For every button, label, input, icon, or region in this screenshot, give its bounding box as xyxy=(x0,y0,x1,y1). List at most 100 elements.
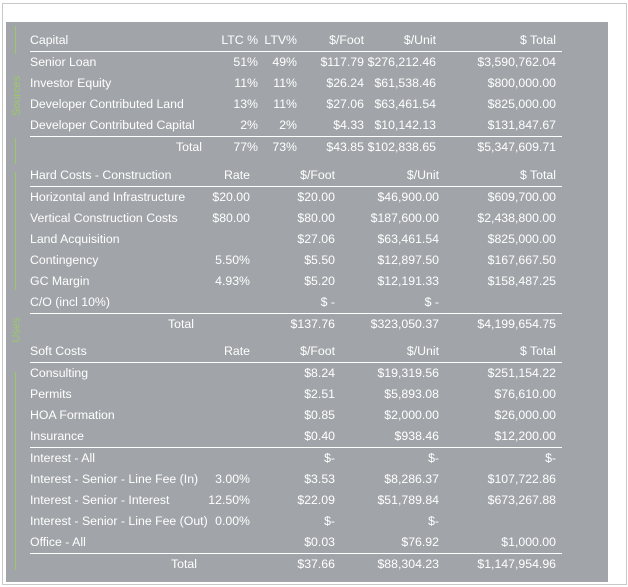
cell-value: $825,000.00 xyxy=(487,97,556,111)
row-label: Office - All xyxy=(30,535,86,549)
cell-value: $102,838.65 xyxy=(367,140,436,154)
cell-value: $/Foot xyxy=(329,33,364,47)
row-label: Consulting xyxy=(30,366,89,380)
table-row: Insurance $0.40 $938.46 $12,200.00 xyxy=(30,426,562,448)
row-label: Interest - All xyxy=(30,451,95,465)
cell-value: 11% xyxy=(234,76,258,90)
table-row: Contingency 5.50% $5.50 $12,897.50 $167,667.… xyxy=(30,250,562,271)
row-label: Horizontal and Infrastructure xyxy=(30,190,186,204)
cell-value: $12,191.33 xyxy=(377,274,439,288)
cell-value: $609,700.00 xyxy=(487,190,556,204)
uses-line-top xyxy=(15,172,16,290)
cell-value: 0.00% xyxy=(215,514,250,528)
soft-costs-section: Soft Costs Rate $/Foot $/Unit $ Total Consult… xyxy=(30,341,562,574)
row-label: Land Acquisition xyxy=(30,232,120,246)
row-label: Interest - Senior - Interest xyxy=(30,493,170,507)
cell-value: $167,667.50 xyxy=(487,253,556,267)
cell-value: $88,304.23 xyxy=(377,557,439,571)
cell-value: $ Total xyxy=(519,344,556,358)
table-row: Investor Equity 11% 11% $26.24 $61,538.46 $80… xyxy=(30,73,562,94)
table-row: Developer Contributed Capital 2% 2% $4.33 $1… xyxy=(30,115,562,136)
cell-value: $2.51 xyxy=(304,387,335,401)
row-label: Interest - Senior - Line Fee (Out) xyxy=(30,514,208,528)
row-label: Capital xyxy=(30,33,69,47)
cell-value: $12,897.50 xyxy=(377,253,439,267)
cell-value: $0.85 xyxy=(304,408,335,422)
cell-value: $800,000.00 xyxy=(487,76,556,90)
cell-value: $8,286.37 xyxy=(384,472,439,486)
table-row: C/O (incl 10%) $ - $ - xyxy=(30,292,562,313)
row-label: Investor Equity xyxy=(30,76,112,90)
cell-value: 73% xyxy=(272,140,297,154)
cell-value: $117.79 xyxy=(320,55,364,69)
cell-value: $5,347,609.71 xyxy=(477,140,556,154)
table-row: GC Margin 4.93% $5.20 $12,191.33 $158,487.25 xyxy=(30,271,562,292)
cell-value: $ - xyxy=(424,295,439,309)
cell-value: $46,900.00 xyxy=(377,190,439,204)
cell-value: $0.03 xyxy=(304,535,335,549)
cell-value: LTV% xyxy=(264,33,297,47)
row-label: Interest - Senior - Line Fee (In) xyxy=(30,472,199,486)
sources-section: Capital LTC % LTV% $/Foot $/Unit $ Total Senio… xyxy=(30,30,562,157)
row-label: Vertical Construction Costs xyxy=(30,211,178,225)
cell-value: $1,000.00 xyxy=(501,535,556,549)
row-label: Insurance xyxy=(30,429,85,443)
uses-line-bottom xyxy=(15,372,16,570)
cell-value: $251,154.22 xyxy=(487,366,556,380)
row-label: Soft Costs xyxy=(30,344,87,358)
cell-value: $ - xyxy=(320,295,335,309)
row-label: Permits xyxy=(30,387,72,401)
sources-line-top xyxy=(15,26,16,54)
cell-value: $ Total xyxy=(519,168,556,182)
cell-value: 11% xyxy=(273,97,297,111)
cell-value: $3,590,762.04 xyxy=(477,55,556,69)
cell-value: $825,000.00 xyxy=(487,232,556,246)
uses-label: Uses xyxy=(11,317,23,343)
cell-value: $76,610.00 xyxy=(494,387,556,401)
cell-value: $4,199,654.75 xyxy=(477,317,556,331)
cell-value: $938.46 xyxy=(394,429,439,443)
table-row: Permits $2.51 $5,893.08 $76,610.00 xyxy=(30,384,562,405)
cell-value: $187,600.00 xyxy=(370,211,439,225)
cell-value: $158,487.25 xyxy=(487,274,556,288)
cell-value: $673,267.88 xyxy=(487,493,556,507)
cell-value: $26.24 xyxy=(326,76,364,90)
cell-value: 2% xyxy=(240,118,258,132)
row-label: Total xyxy=(168,317,194,331)
cell-value: $- xyxy=(545,451,556,465)
cell-value: 13% xyxy=(233,97,258,111)
cell-value: $43.85 xyxy=(326,140,364,154)
cell-value: $20.00 xyxy=(212,190,250,204)
cell-value: Rate xyxy=(224,168,250,182)
cell-value: 49% xyxy=(272,55,297,69)
cell-value: $/Foot xyxy=(300,344,335,358)
table-row: Interest - Senior - Line Fee (Out) 0.00% $… xyxy=(30,511,562,532)
section-sidebar: Sources Uses xyxy=(6,22,28,572)
cell-value: 3.00% xyxy=(215,472,250,486)
row-label: GC Margin xyxy=(30,274,90,288)
cell-value: $- xyxy=(428,451,439,465)
table-row: Interest - All $- $- $- xyxy=(30,448,562,469)
table-row: HOA Formation $0.85 $2,000.00 $26,000.00 xyxy=(30,405,562,426)
cell-value: $/Foot xyxy=(300,168,335,182)
row-label: Total xyxy=(171,557,197,571)
cell-value: 2% xyxy=(279,118,297,132)
cell-value: $37.66 xyxy=(297,557,335,571)
cell-value: 5.50% xyxy=(215,253,250,267)
cell-value: $ Total xyxy=(519,33,556,47)
cell-value: $5,893.08 xyxy=(384,387,439,401)
cell-value: $63,461.54 xyxy=(374,97,436,111)
cell-value: 51% xyxy=(233,55,258,69)
cell-value: $8.24 xyxy=(304,366,335,380)
sources-header-row: Capital LTC % LTV% $/Foot $/Unit $ Total xyxy=(30,30,562,52)
cell-value: $76.92 xyxy=(401,535,439,549)
sources-total-row: Total 77% 73% $43.85 $102,838.65 $5,347,609.7… xyxy=(30,136,562,157)
cell-value: $3.53 xyxy=(304,472,335,486)
row-label: Contingency xyxy=(30,253,99,267)
cell-value: $276,212.46 xyxy=(367,55,436,69)
cell-value: $2,438,800.00 xyxy=(477,211,556,225)
hard-costs-header-row: Hard Costs - Construction Rate $/Foot $/Uni… xyxy=(30,165,562,187)
table-row: Senior Loan 51% 49% $117.79 $276,212.46 $3,59… xyxy=(30,52,562,73)
cell-value: $137.76 xyxy=(290,317,335,331)
cell-value: $323,050.37 xyxy=(370,317,439,331)
